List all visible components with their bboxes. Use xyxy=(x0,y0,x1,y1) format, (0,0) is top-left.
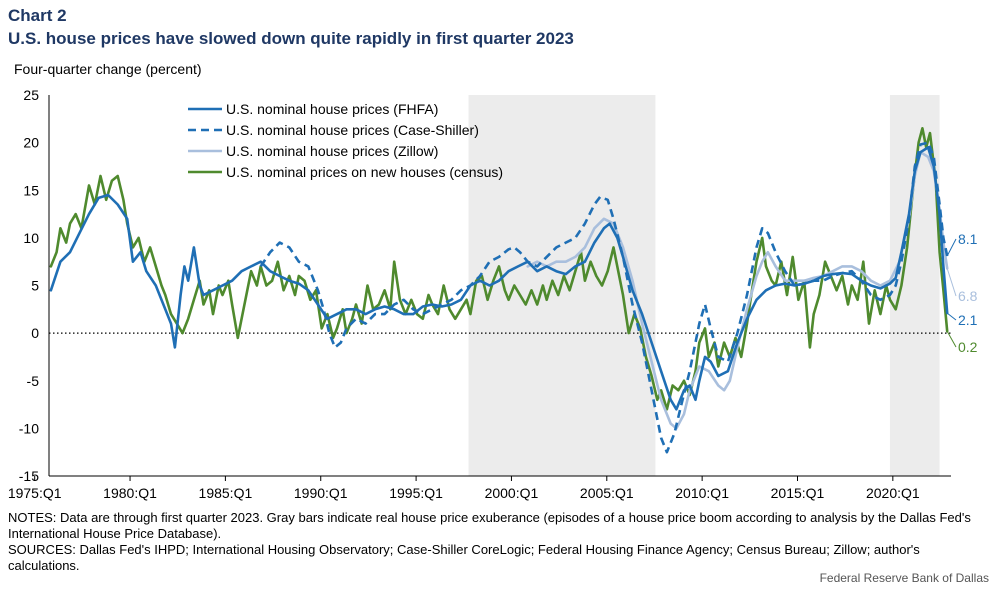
y-tick-label: 0 xyxy=(31,325,39,341)
x-tick-label: 1985:Q1 xyxy=(199,485,253,501)
x-tick-label: 2000:Q1 xyxy=(485,485,539,501)
x-tick-label: 2010:Q1 xyxy=(675,485,729,501)
chart-title: U.S. house prices have slowed down quite… xyxy=(8,29,574,48)
legend-label: U.S. nominal house prices (FHFA) xyxy=(226,101,438,117)
end-label: 0.2 xyxy=(958,339,978,355)
x-tick-label: 1980:Q1 xyxy=(103,485,157,501)
notes-text: NOTES: Data are through first quarter 20… xyxy=(8,510,971,541)
legend-label: U.S. nominal house prices (Case-Shiller) xyxy=(226,122,479,138)
sources-text: SOURCES: Dallas Fed's IHPD; Internationa… xyxy=(8,542,920,573)
end-label: 6.8 xyxy=(958,288,978,304)
end-label-leader xyxy=(946,238,957,257)
x-tick-label: 2020:Q1 xyxy=(866,485,920,501)
x-tick-label: 2005:Q1 xyxy=(580,485,634,501)
chart-number: Chart 2 xyxy=(8,6,67,25)
legend-label: U.S. nominal prices on new houses (censu… xyxy=(226,164,503,180)
y-tick-label: -15 xyxy=(19,468,39,484)
y-tick-label: 5 xyxy=(31,278,39,294)
end-label: 8.1 xyxy=(958,231,978,247)
y-tick-label: -10 xyxy=(19,420,39,436)
y-tick-label: 20 xyxy=(23,135,39,151)
legend: U.S. nominal house prices (FHFA) U.S. nom… xyxy=(188,101,503,180)
y-tick-label: 15 xyxy=(23,182,39,198)
y-tick-label: 10 xyxy=(23,230,39,246)
x-tick-label: 1975:Q1 xyxy=(8,485,62,501)
y-tick-label: 25 xyxy=(23,87,39,103)
series-line-2 xyxy=(526,150,949,430)
x-tick-label: 1990:Q1 xyxy=(294,485,348,501)
credit-text: Federal Reserve Bank of Dallas xyxy=(819,571,989,585)
series-line-0 xyxy=(49,146,949,411)
y-tick-label: -5 xyxy=(27,373,40,389)
legend-label: U.S. nominal house prices (Zillow) xyxy=(226,143,438,159)
notes-block: NOTES: Data are through first quarter 20… xyxy=(8,510,993,574)
y-axis-label: Four-quarter change (percent) xyxy=(14,61,202,77)
end-label-leader xyxy=(946,268,957,297)
end-label-leader xyxy=(946,312,957,321)
end-label-leader xyxy=(946,330,957,348)
x-tick-label: 2015:Q1 xyxy=(771,485,825,501)
end-label: 2.1 xyxy=(958,312,978,328)
x-tick-label: 1995:Q1 xyxy=(389,485,443,501)
